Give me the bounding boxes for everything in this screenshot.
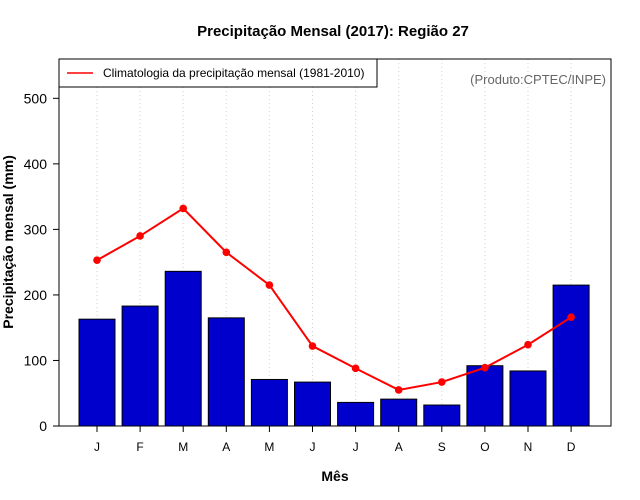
y-tick-label: 300 — [24, 221, 48, 237]
y-tick-label: 100 — [24, 352, 48, 368]
climatology-point-3 — [179, 204, 187, 213]
climatology-point-9 — [438, 378, 446, 386]
climatology-point-10 — [481, 363, 489, 372]
climatology-line — [96, 207, 572, 391]
bar-12 — [552, 284, 590, 427]
climatology-point-8 — [394, 386, 403, 394]
climatology-point-6 — [308, 342, 317, 350]
source-label: (Produto:CPTEC/INPE) — [470, 72, 606, 87]
climatology-point-1 — [93, 256, 101, 264]
x-tick-label: J — [353, 440, 359, 454]
x-tick-label: M — [178, 440, 188, 454]
bar-4 — [207, 317, 245, 427]
bar-1 — [78, 318, 116, 427]
x-tick-label: A — [222, 440, 230, 454]
x-tick-label: J — [94, 440, 100, 454]
y-tick-label: 500 — [24, 90, 48, 106]
bar-11 — [509, 370, 547, 427]
y-tick-label: 200 — [24, 287, 48, 303]
x-tick-label: D — [567, 440, 576, 454]
climatology-point-7 — [351, 364, 360, 373]
bar-3 — [164, 270, 202, 427]
climatology-point-5 — [265, 281, 274, 289]
x-tick-label: N — [524, 440, 533, 454]
bar-9 — [423, 404, 461, 427]
bars-group — [78, 270, 590, 427]
bar-6 — [294, 381, 331, 427]
bar-2 — [121, 305, 159, 427]
legend-box — [58, 58, 378, 88]
bar-8 — [380, 398, 418, 427]
climatology-point-2 — [136, 232, 144, 240]
x-tick-label: J — [310, 440, 316, 454]
x-tick-label: M — [264, 440, 274, 454]
y-tick-label: 0 — [39, 418, 47, 434]
climatology-point-12 — [567, 313, 575, 322]
x-tick-label: S — [438, 440, 446, 454]
chart-title: Precipitação Mensal (2017): Região 27 — [197, 23, 469, 40]
y-axis: 0 100 200 300 400 500 — [24, 90, 59, 434]
climatology-point-4 — [222, 248, 231, 257]
bar-5 — [250, 378, 288, 427]
bar-7 — [337, 401, 375, 427]
y-axis-label: Precipitação mensal (mm) — [0, 155, 16, 329]
x-tick-label: O — [480, 440, 489, 454]
legend: Climatologia da precipitação mensal (198… — [58, 58, 378, 88]
y-tick-label: 400 — [24, 156, 48, 172]
bar-10 — [466, 365, 504, 427]
legend-entry-climatology: Climatologia da precipitação mensal (198… — [103, 66, 364, 80]
climatology-line-group — [93, 204, 575, 394]
x-tick-label: F — [136, 440, 143, 454]
x-axis-label: Mês — [321, 468, 348, 484]
climatology-point-11 — [524, 340, 532, 349]
x-tick-label: A — [395, 440, 403, 454]
